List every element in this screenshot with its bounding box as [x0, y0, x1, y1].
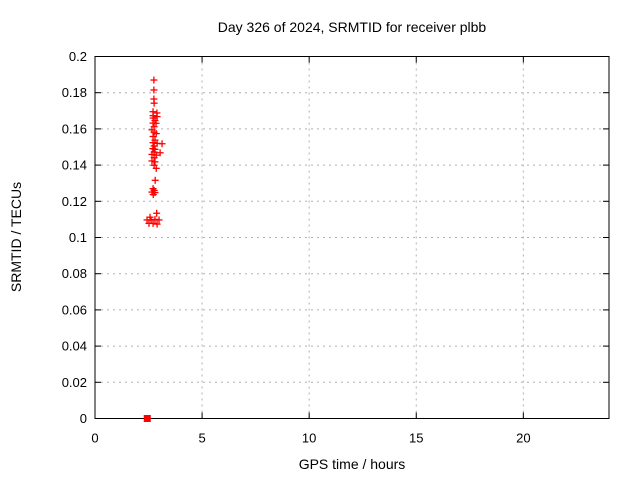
y-tick-label: 0.18: [62, 85, 87, 100]
x-tick-label: 5: [198, 431, 205, 446]
data-point: [150, 99, 158, 107]
data-point: [149, 139, 157, 147]
y-tick-label: 0.2: [69, 49, 87, 64]
y-tick-label: 0: [80, 411, 87, 426]
y-tick-label: 0.08: [62, 266, 87, 281]
data-point: [156, 149, 164, 157]
data-point: [149, 219, 157, 227]
x-axis-label: GPS time / hours: [298, 456, 406, 472]
data-point: [151, 176, 159, 184]
y-tick-label: 0.06: [62, 302, 87, 317]
data-point: [153, 209, 161, 217]
x-tick-label: 10: [302, 431, 316, 446]
data-point: [150, 86, 158, 94]
y-tick-label: 0.12: [62, 194, 87, 209]
y-tick-label: 0.02: [62, 375, 87, 390]
data-point: [149, 191, 157, 199]
y-tick-label: 0.1: [69, 230, 87, 245]
data-point: [155, 216, 163, 224]
plot-border: [94, 56, 610, 419]
data-point: [153, 220, 161, 228]
y-tick-label: 0.14: [62, 158, 87, 173]
data-point: [158, 140, 166, 148]
x-tick-label: 15: [409, 431, 423, 446]
x-tick-label: 0: [91, 431, 98, 446]
chart-title: Day 326 of 2024, SRMTID for receiver plb…: [217, 19, 487, 35]
data-point: [148, 157, 156, 165]
data-point: [152, 164, 160, 172]
x-tick-label: 20: [516, 431, 530, 446]
data-point: [153, 113, 161, 121]
y-tick-label: 0.16: [62, 121, 87, 136]
data-point: [151, 158, 159, 166]
square-marker: [143, 415, 151, 422]
y-tick-label: 0.04: [62, 339, 87, 354]
data-point: [149, 133, 157, 141]
data-point: [143, 415, 151, 422]
data-point: [150, 76, 158, 84]
